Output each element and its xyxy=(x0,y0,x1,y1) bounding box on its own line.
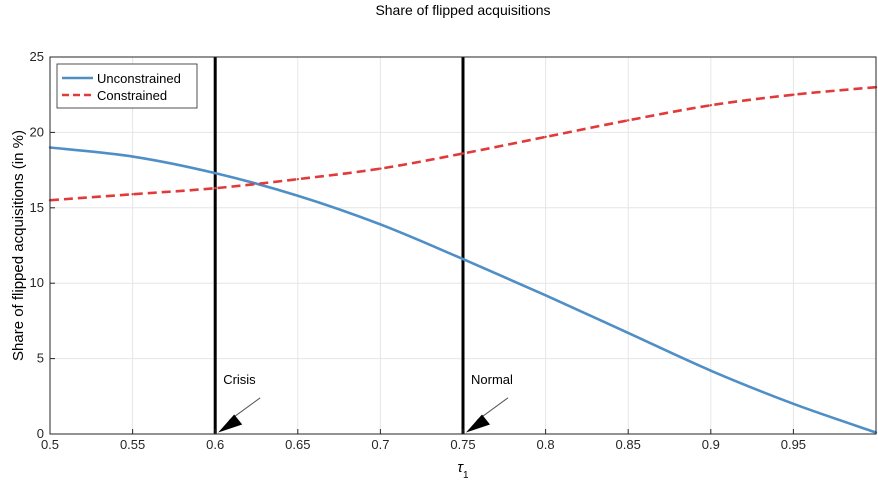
constrained-point xyxy=(792,93,795,96)
legend-label-unconstrained: Unconstrained xyxy=(97,71,181,86)
series-group xyxy=(48,85,878,434)
unconstrained-point xyxy=(296,194,299,197)
x-tick-label: 0.85 xyxy=(616,437,641,452)
legend-box xyxy=(56,63,198,109)
normal-arrow-head xyxy=(466,414,490,433)
x-tick-label: 0.65 xyxy=(285,437,310,452)
x-tick-label: 0.6 xyxy=(206,437,224,452)
x-axis: 0.5 0.55 0.6 0.65 0.7 0.75 0.8 0.85 0.9 0.95 xyxy=(41,429,806,452)
unconstrained-point xyxy=(544,294,547,297)
crisis-annotation: Crisis xyxy=(223,372,256,387)
constrained-point xyxy=(544,135,547,139)
y-tick-label: 0 xyxy=(37,426,44,441)
x-axis-label: τ1 xyxy=(457,459,469,481)
unconstrained-point xyxy=(792,402,795,406)
y-tick-label: 5 xyxy=(37,351,44,366)
constrained-point xyxy=(296,177,299,181)
y-axis: 0 5 10 15 20 25 xyxy=(30,49,55,441)
chart-title: Share of flipped acquisitions xyxy=(375,2,550,18)
x-tick-label: 0.9 xyxy=(702,437,720,452)
y-tick-label: 15 xyxy=(30,200,44,215)
x-tick-label: 0.55 xyxy=(120,437,145,452)
constrained-point xyxy=(214,186,217,190)
unconstrained-point xyxy=(461,257,465,261)
constrained-point xyxy=(131,193,134,196)
y-axis-label: Share of flipped acquisitions (in %) xyxy=(10,130,27,361)
y-tick-label: 10 xyxy=(30,275,44,290)
unconstrained-point xyxy=(379,223,382,226)
constrained-point xyxy=(379,167,382,170)
crisis-arrow-head xyxy=(218,414,243,433)
x-tick-label: 0.95 xyxy=(781,437,806,452)
legend-label-constrained: Constrained xyxy=(97,88,167,103)
constrained-point xyxy=(461,152,465,155)
legend: Unconstrained Constrained xyxy=(56,63,198,109)
y-tick-label: 20 xyxy=(30,124,44,139)
x-tick-label: 0.5 xyxy=(41,437,59,452)
unconstrained-point xyxy=(214,171,217,175)
constrained-line xyxy=(49,85,877,202)
x-tick-label: 0.7 xyxy=(371,437,389,452)
x-tick-label: 0.8 xyxy=(537,437,555,452)
constrained-point xyxy=(627,119,630,122)
constrained-point xyxy=(709,104,712,107)
unconstrained-point xyxy=(131,155,134,158)
y-tick-label: 25 xyxy=(30,49,44,64)
x-tick-label: 0.75 xyxy=(450,437,475,452)
unconstrained-point xyxy=(627,331,630,335)
unconstrained-point xyxy=(709,369,712,372)
normal-annotation: Normal xyxy=(471,372,513,387)
reference-lines: Crisis Normal xyxy=(213,57,513,434)
